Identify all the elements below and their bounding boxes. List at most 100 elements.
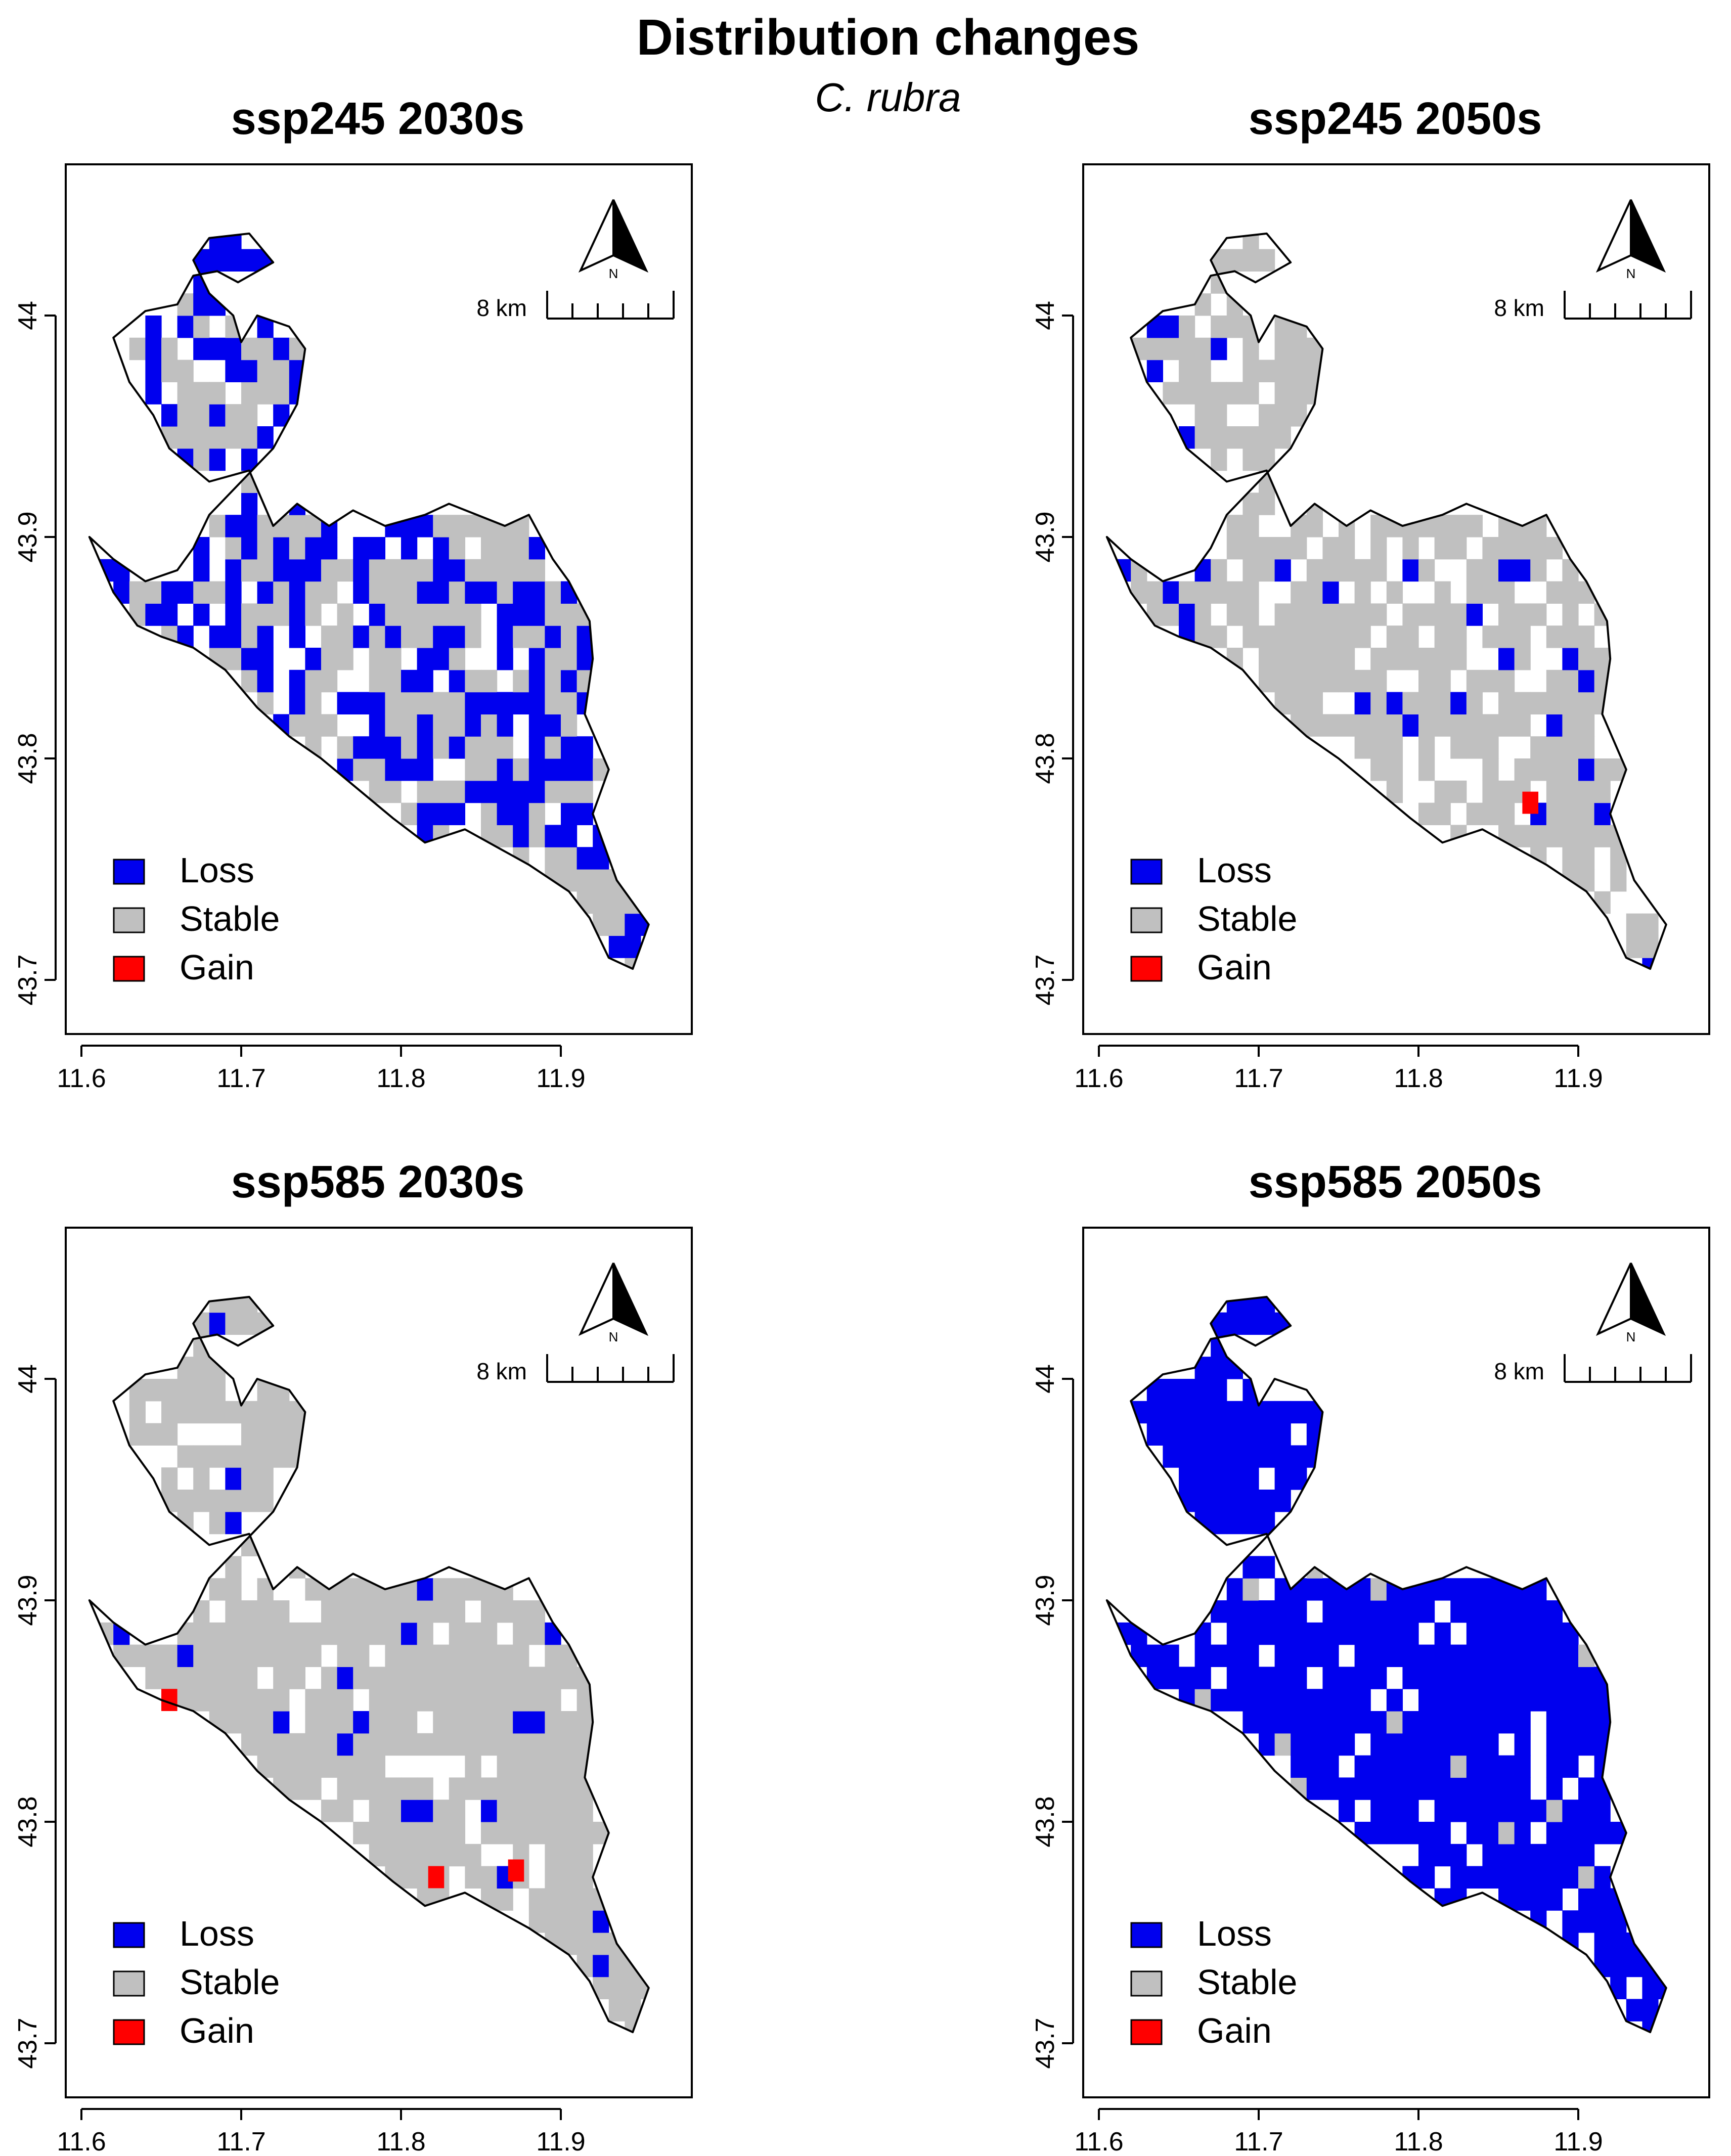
raster-cell	[417, 1800, 433, 1822]
raster-cell	[528, 758, 545, 781]
raster-cell	[369, 1600, 385, 1623]
raster-cell	[449, 1644, 465, 1667]
raster-cell	[161, 1423, 178, 1446]
raster-cell	[1418, 1866, 1435, 1889]
raster-cell	[576, 1800, 593, 1822]
raster-cell	[1562, 1689, 1579, 1712]
raster-cell	[1211, 1423, 1227, 1446]
raster-cell	[1434, 625, 1451, 648]
raster-cell	[1578, 802, 1595, 825]
raster-cell	[1434, 1689, 1451, 1712]
raster-cell	[225, 1445, 242, 1468]
raster-cell	[241, 1401, 258, 1424]
raster-cell	[321, 1800, 338, 1822]
legend-label: Gain	[180, 948, 254, 987]
raster-cell	[177, 1644, 194, 1667]
raster-cell	[401, 1622, 418, 1645]
raster-cell	[481, 1689, 498, 1712]
raster-cell	[1306, 625, 1323, 648]
raster-cell	[305, 1644, 322, 1667]
raster-cell	[1291, 648, 1307, 670]
raster-cell	[1339, 1600, 1355, 1623]
raster-cell	[1211, 1445, 1227, 1468]
raster-cell	[145, 337, 162, 361]
raster-cell	[1562, 648, 1579, 670]
raster-cell	[1163, 1379, 1179, 1402]
legend: Loss Stable Gain	[113, 1914, 280, 2050]
raster-cell	[209, 382, 226, 405]
raster-cell	[465, 1866, 481, 1889]
raster-cell	[481, 714, 498, 737]
raster-cell	[385, 1777, 402, 1800]
raster-cell	[1339, 1733, 1355, 1756]
raster-cell	[1306, 648, 1323, 670]
raster-cell	[561, 1733, 578, 1756]
legend-swatch	[1130, 2019, 1163, 2045]
raster-cell	[1594, 648, 1611, 670]
raster-cell	[1514, 648, 1531, 670]
raster-cell	[1370, 736, 1387, 759]
raster-cell	[1418, 714, 1435, 737]
y-tick-label: 43.9	[13, 1575, 42, 1626]
raster-cell	[305, 1777, 322, 1800]
raster-cell	[1562, 802, 1579, 825]
raster-cell	[1370, 1777, 1387, 1800]
raster-cell	[1291, 1733, 1307, 1756]
raster-cell	[161, 1401, 178, 1424]
raster-cell	[1450, 1866, 1467, 1889]
raster-cell	[241, 1689, 258, 1712]
raster-cell	[289, 603, 305, 626]
raster-cell	[209, 1689, 226, 1712]
north-arrow-label: N	[1626, 266, 1636, 281]
raster-cell	[1402, 1644, 1419, 1667]
raster-cell	[1242, 448, 1259, 471]
raster-cell	[1562, 780, 1579, 803]
raster-cell	[1434, 581, 1451, 604]
raster-cell	[449, 736, 465, 759]
raster-cell	[225, 249, 242, 272]
raster-cell	[465, 1689, 481, 1712]
raster-cell	[528, 780, 545, 803]
raster-cell	[1530, 758, 1547, 781]
raster-cell	[209, 1644, 226, 1667]
raster-cell	[481, 1600, 498, 1623]
raster-cell	[241, 1644, 258, 1667]
figure-subtitle: C. rubra	[815, 75, 961, 120]
raster-cell	[1418, 648, 1435, 670]
raster-cell	[1482, 1600, 1499, 1623]
raster-cell	[209, 1445, 226, 1468]
raster-cell	[1259, 1445, 1275, 1468]
raster-cell	[353, 758, 370, 781]
raster-cell	[449, 780, 465, 803]
raster-cell	[528, 825, 545, 847]
y-tick-label: 43.7	[1031, 2017, 1060, 2069]
raster-cell	[1578, 780, 1595, 803]
raster-cell	[1546, 802, 1563, 825]
raster-cell	[1291, 692, 1307, 714]
raster-cell	[1291, 537, 1307, 560]
raster-cell	[1434, 1800, 1451, 1822]
raster-cell	[273, 360, 290, 382]
raster-cell	[1546, 1822, 1563, 1845]
raster-cell	[241, 1733, 258, 1756]
raster-cell	[1530, 825, 1547, 847]
region-boundary	[88, 1295, 650, 2034]
raster-cell	[481, 669, 498, 693]
raster-cell	[1274, 404, 1291, 427]
raster-cell	[528, 1733, 545, 1756]
raster-cell	[1354, 1600, 1371, 1623]
raster-cell	[289, 1667, 305, 1689]
figure-title: Distribution changes	[637, 9, 1140, 66]
y-tick-label: 44	[13, 1364, 42, 1394]
raster-cell	[257, 581, 274, 604]
y-tick-label: 43.8	[13, 1796, 42, 1847]
raster-cell	[145, 360, 162, 382]
raster-cell	[129, 1644, 146, 1667]
raster-cell	[1450, 1578, 1467, 1601]
raster-cell	[225, 360, 242, 382]
raster-cell	[481, 537, 498, 560]
raster-cell	[369, 1667, 385, 1689]
raster-cell	[145, 581, 162, 604]
raster-cell	[545, 581, 561, 604]
raster-cell	[1482, 736, 1499, 759]
